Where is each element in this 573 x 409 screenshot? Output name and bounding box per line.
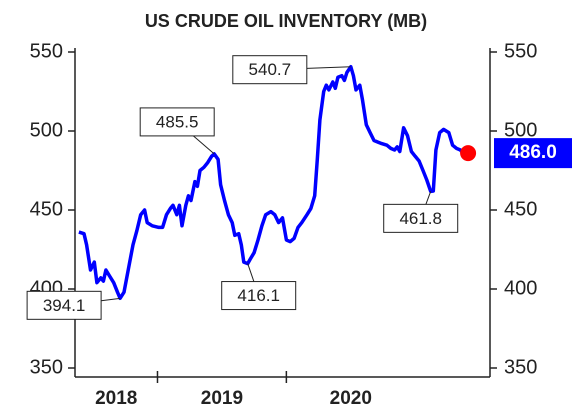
y2-tick-label: 350 bbox=[504, 356, 537, 378]
x-tick-label: 2020 bbox=[330, 388, 372, 409]
current-value: 486.0 bbox=[509, 142, 557, 163]
annotation-box bbox=[139, 107, 215, 137]
annotation-label: 416.1 bbox=[237, 286, 280, 305]
y2-tick-label: 550 bbox=[504, 40, 537, 62]
y2-tick-label: 400 bbox=[504, 277, 537, 299]
annotation-box bbox=[26, 290, 102, 320]
y-tick-label: 450 bbox=[30, 198, 63, 220]
line bbox=[78, 64, 469, 301]
y-tick-label: 550 bbox=[30, 40, 63, 62]
chart-title: US CRUDE OIL INVENTORY (MB) bbox=[145, 11, 427, 31]
annotation-box bbox=[232, 55, 308, 85]
annotation-box bbox=[221, 281, 297, 311]
annotation-box bbox=[383, 203, 459, 233]
y2-tick-label: 500 bbox=[504, 119, 537, 141]
x-tick-label: 2018 bbox=[95, 388, 137, 409]
current-badge bbox=[494, 138, 572, 169]
annotation-label: 394.1 bbox=[43, 296, 86, 315]
last-point bbox=[460, 145, 477, 162]
x-tick-label: 2019 bbox=[201, 388, 243, 409]
annotation-label: 485.5 bbox=[156, 112, 199, 131]
y-tick-label: 350 bbox=[30, 356, 63, 378]
annotation-label: 540.7 bbox=[249, 60, 292, 79]
y-tick-label: 500 bbox=[30, 119, 63, 141]
y2-tick-label: 450 bbox=[504, 198, 537, 220]
annotation-label: 461.8 bbox=[399, 209, 442, 228]
